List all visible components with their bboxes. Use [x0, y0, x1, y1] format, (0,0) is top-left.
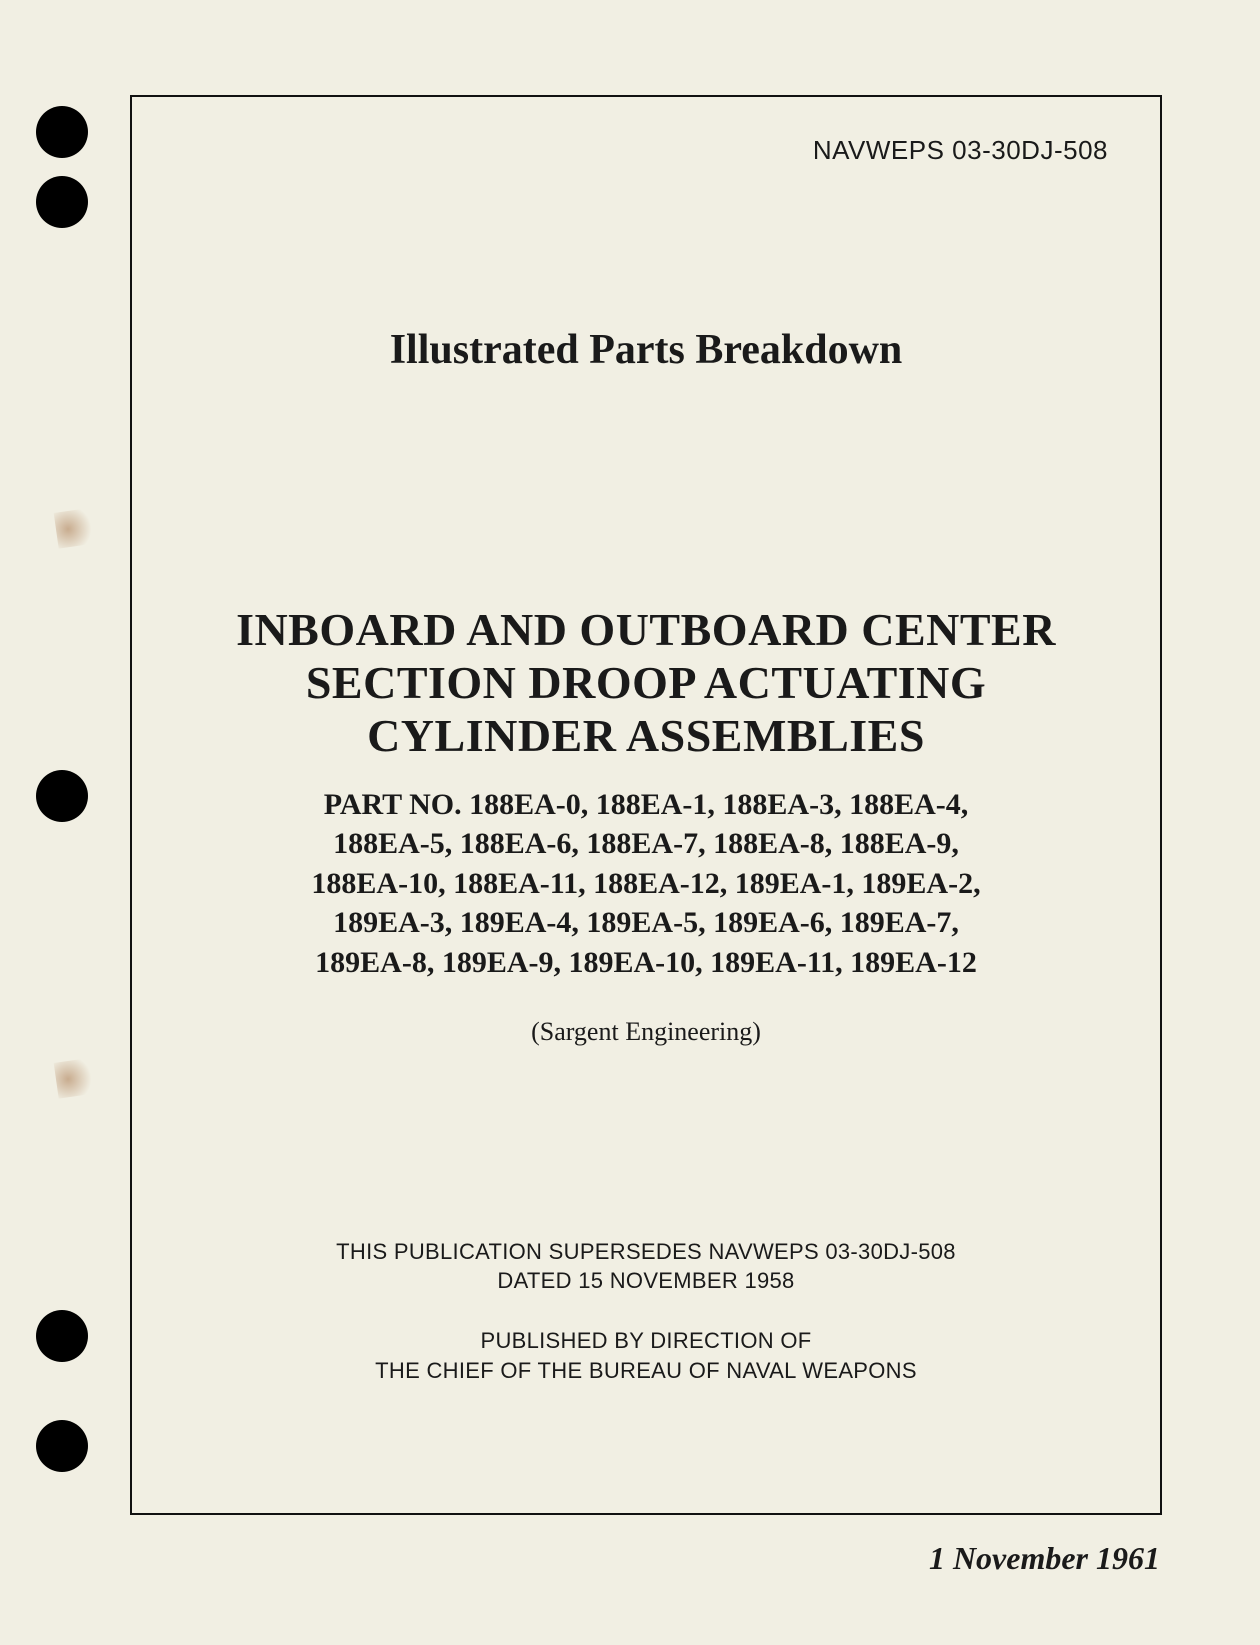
document-id: NAVWEPS 03-30DJ-508	[184, 135, 1108, 166]
published-by: PUBLISHED BY DIRECTION OF THE CHIEF OF T…	[184, 1326, 1108, 1385]
paper-stain	[54, 1057, 99, 1098]
publication-date: 1 November 1961	[929, 1540, 1160, 1577]
part-line-3: 188EA-10, 188EA-11, 188EA-12, 189EA-1, 1…	[184, 864, 1108, 904]
published-line-2: THE CHIEF OF THE BUREAU OF NAVAL WEAPONS	[184, 1356, 1108, 1386]
part-line-2: 188EA-5, 188EA-6, 188EA-7, 188EA-8, 188E…	[184, 824, 1108, 864]
title-line-1: INBOARD AND OUTBOARD CENTER	[184, 604, 1108, 657]
content-frame: NAVWEPS 03-30DJ-508 Illustrated Parts Br…	[130, 95, 1162, 1515]
part-numbers: PART NO. 188EA-0, 188EA-1, 188EA-3, 188E…	[184, 785, 1108, 983]
hole-punch	[36, 1420, 88, 1472]
part-line-4: 189EA-3, 189EA-4, 189EA-5, 189EA-6, 189E…	[184, 903, 1108, 943]
title-line-2: SECTION DROOP ACTUATING	[184, 657, 1108, 710]
hole-punch	[36, 770, 88, 822]
manufacturer: (Sargent Engineering)	[184, 1017, 1108, 1047]
supersedes-line-1: THIS PUBLICATION SUPERSEDES NAVWEPS 03-3…	[184, 1237, 1108, 1267]
part-line-5: 189EA-8, 189EA-9, 189EA-10, 189EA-11, 18…	[184, 943, 1108, 983]
hole-punch	[36, 106, 88, 158]
document-subtitle: Illustrated Parts Breakdown	[184, 326, 1108, 374]
main-title: INBOARD AND OUTBOARD CENTER SECTION DROO…	[184, 604, 1108, 763]
document-page: NAVWEPS 03-30DJ-508 Illustrated Parts Br…	[0, 0, 1260, 1645]
part-line-1: PART NO. 188EA-0, 188EA-1, 188EA-3, 188E…	[184, 785, 1108, 825]
supersedes-line-2: DATED 15 NOVEMBER 1958	[184, 1266, 1108, 1296]
paper-stain	[54, 507, 99, 548]
hole-punch	[36, 176, 88, 228]
supersedes-notice: THIS PUBLICATION SUPERSEDES NAVWEPS 03-3…	[184, 1237, 1108, 1296]
published-line-1: PUBLISHED BY DIRECTION OF	[184, 1326, 1108, 1356]
hole-punch	[36, 1310, 88, 1362]
title-line-3: CYLINDER ASSEMBLIES	[184, 710, 1108, 763]
